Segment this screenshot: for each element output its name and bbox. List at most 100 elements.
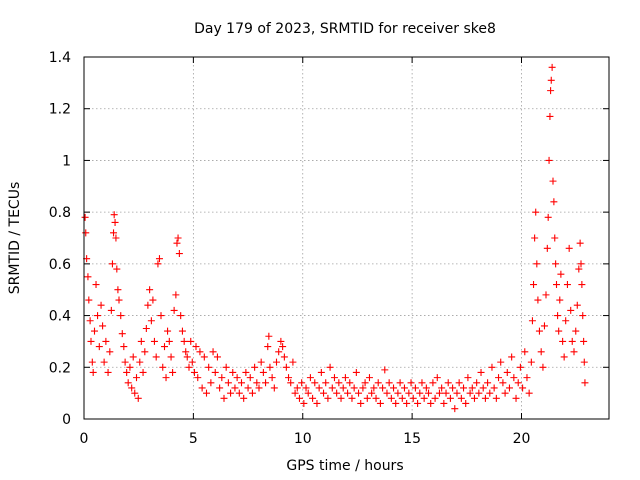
- data-point: [477, 368, 485, 376]
- data-point: [543, 244, 551, 252]
- data-point: [534, 296, 542, 304]
- data-point: [398, 394, 406, 402]
- data-point: [531, 234, 539, 242]
- data-point: [104, 368, 112, 376]
- data-point: [568, 337, 576, 345]
- data-point: [203, 389, 210, 397]
- data-point: [173, 239, 181, 247]
- data-point: [169, 368, 177, 376]
- data-point: [285, 374, 293, 382]
- chart-title: Day 179 of 2023, SRMTID for receiver ske…: [194, 21, 496, 37]
- data-point: [317, 368, 325, 376]
- data-point: [273, 358, 280, 366]
- data-point: [381, 366, 389, 374]
- data-point: [117, 312, 125, 320]
- data-point: [394, 389, 402, 397]
- data-point: [497, 358, 505, 366]
- data-point: [253, 379, 261, 387]
- data-point: [216, 384, 224, 392]
- data-point: [224, 379, 232, 387]
- data-point: [451, 405, 459, 413]
- data-point: [580, 337, 588, 345]
- data-point: [111, 218, 119, 226]
- data-point: [240, 394, 248, 402]
- data-point: [468, 384, 476, 392]
- data-point: [147, 317, 155, 325]
- data-point: [379, 384, 387, 392]
- data-point: [128, 384, 136, 392]
- data-point: [337, 394, 345, 402]
- data-point: [548, 63, 556, 71]
- data-point: [97, 301, 105, 309]
- data-point: [339, 384, 347, 392]
- data-point: [328, 384, 336, 392]
- data-point: [259, 368, 267, 376]
- data-point: [144, 301, 152, 309]
- data-point: [344, 389, 352, 397]
- data-point: [205, 363, 213, 371]
- data-point: [298, 379, 306, 387]
- data-point: [475, 389, 483, 397]
- data-point: [300, 399, 308, 407]
- data-point: [462, 399, 470, 407]
- data-point: [110, 229, 118, 237]
- data-point: [528, 317, 536, 325]
- data-point: [572, 327, 580, 335]
- y-axis-label: SRMTID / TECUs: [7, 182, 23, 295]
- x-tick-label: 20: [513, 431, 531, 447]
- data-point: [466, 389, 474, 397]
- data-point: [361, 379, 369, 387]
- data-point: [392, 399, 400, 407]
- data-point: [396, 379, 404, 387]
- data-point: [84, 273, 92, 281]
- data-point: [348, 394, 356, 402]
- data-point: [180, 337, 188, 345]
- data-point: [429, 379, 437, 387]
- data-point: [559, 337, 567, 345]
- data-point: [137, 337, 145, 345]
- data-point: [86, 317, 94, 325]
- y-tick-label: 1: [62, 153, 71, 169]
- data-point: [438, 384, 446, 392]
- data-point: [479, 384, 487, 392]
- data-point: [495, 374, 503, 382]
- data-point: [87, 337, 95, 345]
- y-tick-label: 1.4: [49, 50, 71, 66]
- data-point: [313, 399, 321, 407]
- data-point: [182, 348, 190, 356]
- data-point: [418, 379, 426, 387]
- data-point: [229, 368, 237, 376]
- data-point: [95, 343, 103, 351]
- data-point: [187, 337, 195, 345]
- data-point: [446, 394, 454, 402]
- data-point: [114, 286, 122, 294]
- data-point: [207, 379, 215, 387]
- data-point: [235, 389, 243, 397]
- data-point: [562, 317, 570, 325]
- data-point: [251, 363, 259, 371]
- data-point: [550, 198, 558, 206]
- x-tick-label: 0: [80, 431, 89, 447]
- data-point: [407, 379, 415, 387]
- data-point: [573, 301, 581, 309]
- data-point: [115, 296, 123, 304]
- data-point: [383, 389, 391, 397]
- data-point: [385, 379, 393, 387]
- data-point: [220, 394, 228, 402]
- data-point: [268, 374, 276, 382]
- y-tick-label: 0.4: [49, 309, 71, 325]
- data-point: [547, 87, 555, 95]
- y-tick-label: 0.6: [49, 257, 71, 273]
- data-point: [527, 358, 535, 366]
- data-point: [516, 363, 524, 371]
- x-axis-label: GPS time / hours: [286, 458, 403, 474]
- data-point: [414, 399, 422, 407]
- data-point: [309, 394, 317, 402]
- data-point: [172, 291, 180, 299]
- data-point: [287, 379, 295, 387]
- data-point: [368, 389, 376, 397]
- data-point: [311, 379, 319, 387]
- data-point: [508, 353, 516, 361]
- data-point: [320, 389, 328, 397]
- data-point: [192, 343, 200, 351]
